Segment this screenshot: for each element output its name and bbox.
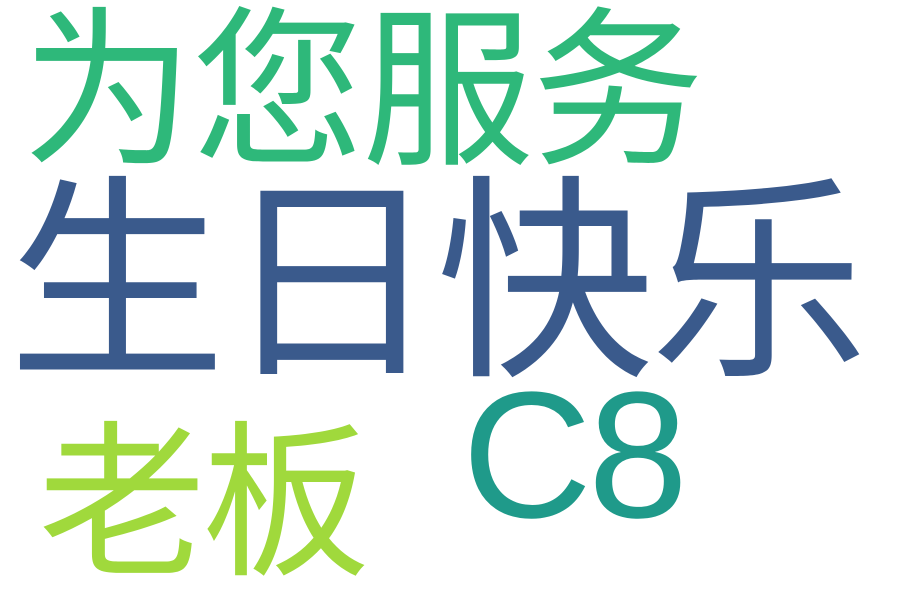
word-boss: 老板 [38,406,370,600]
word-service: 为您服务 [22,0,704,192]
word-c8: C8 [462,355,688,556]
word-happy-birthday: 生日快乐 [8,158,868,411]
